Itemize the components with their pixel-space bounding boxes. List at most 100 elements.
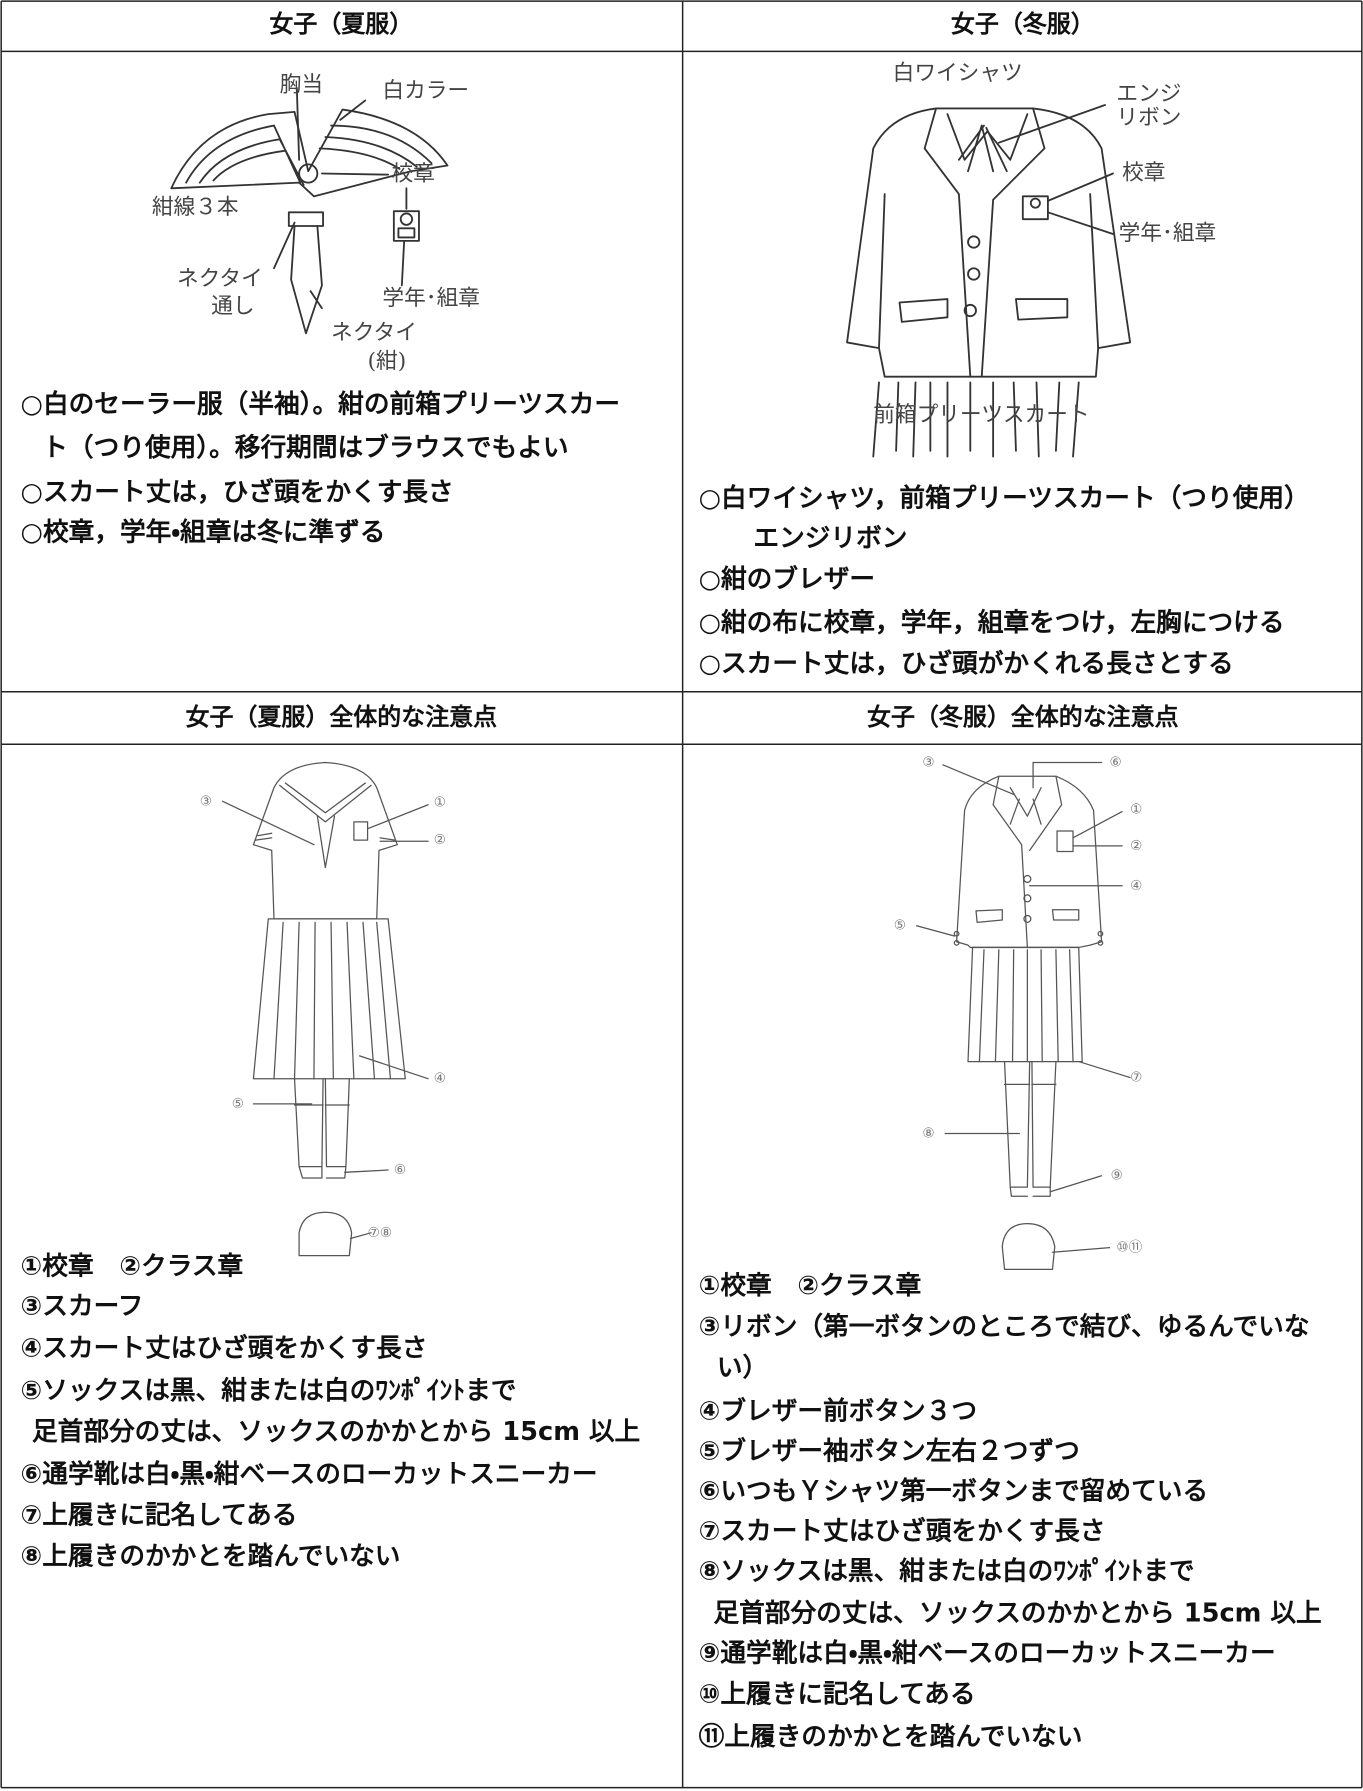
line-art bbox=[287, 211, 324, 227]
summer-figure-illustration bbox=[221, 761, 429, 1257]
line-art bbox=[298, 1165, 347, 1179]
line-art bbox=[978, 949, 1074, 1063]
line-art bbox=[1078, 1060, 1131, 1079]
line-art bbox=[290, 225, 323, 335]
note-line: ⑩上履きに記名してある bbox=[699, 1679, 976, 1710]
line-art bbox=[1009, 1186, 1051, 1197]
line-art bbox=[358, 1055, 429, 1080]
line-art bbox=[339, 99, 367, 121]
line-art bbox=[353, 821, 369, 841]
note-line: エンジリボン bbox=[753, 523, 907, 553]
line-art bbox=[1072, 810, 1123, 839]
line-art bbox=[1023, 894, 1032, 903]
line-art bbox=[967, 946, 1083, 1063]
line-art bbox=[953, 930, 960, 937]
line-art bbox=[221, 800, 315, 846]
line-art bbox=[898, 298, 1069, 323]
line-art bbox=[975, 909, 1080, 923]
diagram-label: ⑨ bbox=[1111, 1168, 1123, 1184]
note-line: い） bbox=[717, 1353, 768, 1383]
line-art bbox=[321, 172, 390, 176]
note-line: ⑤ブレザー袖ボタン左右２つずつ bbox=[699, 1435, 1080, 1466]
line-art bbox=[400, 241, 406, 287]
line-art bbox=[255, 832, 396, 841]
diagram-label: 前箱プリーツスカート bbox=[873, 403, 1089, 428]
line-art bbox=[1009, 787, 1042, 825]
line-art bbox=[397, 227, 416, 239]
note-line: ④スカート丈はひざ頭をかくす長さ bbox=[21, 1333, 428, 1364]
diagram-label: ② bbox=[434, 832, 446, 848]
winter-figure-illustration bbox=[916, 761, 1131, 1270]
diagram-label: 校章 bbox=[392, 162, 435, 187]
diagram-label: ⑤ bbox=[894, 918, 906, 934]
line-art bbox=[273, 221, 296, 270]
line-art bbox=[1021, 195, 1049, 221]
line-art bbox=[963, 303, 977, 318]
line-art bbox=[344, 1169, 389, 1173]
note-line: ○スカート丈は，ひざ頭をかくす長さ bbox=[21, 477, 454, 508]
winter-blazer-illustration bbox=[846, 104, 1132, 458]
diagram-label: (紺) bbox=[368, 349, 407, 374]
diagram-label: 紺線３本 bbox=[152, 195, 239, 220]
line-art bbox=[298, 1211, 353, 1257]
diagram-label: ⑦ bbox=[1130, 1070, 1142, 1086]
line-art bbox=[252, 761, 398, 920]
line-art bbox=[953, 939, 960, 946]
column-header: 女子（冬服）全体的な注意点 bbox=[867, 703, 1179, 731]
line-art bbox=[273, 921, 392, 1080]
diagram-label: 通し bbox=[211, 294, 254, 319]
column-header: 女子（夏服）全体的な注意点 bbox=[186, 703, 498, 731]
line-art bbox=[1023, 914, 1032, 923]
diagram-label: 学年･組章 bbox=[1119, 221, 1217, 246]
diagram-label: ③ bbox=[200, 793, 212, 809]
line-art bbox=[318, 124, 433, 170]
line-art bbox=[1097, 939, 1104, 946]
line-art bbox=[366, 804, 429, 830]
line-art bbox=[1056, 830, 1074, 853]
note-line: ト（つり使用）。移行期間はブラウスでもよい bbox=[42, 432, 568, 463]
note-line: ⑧ソックスは黒、紺または白のﾜﾝﾎﾟｲﾝﾄまで bbox=[699, 1555, 1195, 1586]
note-line: ③リボン（第一ボタンのところで結び、ゆるんでいな bbox=[699, 1311, 1310, 1342]
line-art bbox=[399, 212, 414, 226]
diagram-label: ⑩⑪ bbox=[1116, 1240, 1142, 1256]
note-line: ⑥通学靴は白・黒・紺ベースのローカットスニーカー bbox=[21, 1458, 598, 1489]
note-line: ⑦上履きに記名してある bbox=[21, 1499, 298, 1530]
line-art bbox=[295, 86, 301, 161]
line-art bbox=[1003, 1060, 1057, 1188]
note-line: ⑧上履きのかかとを踏んでいない bbox=[21, 1541, 401, 1571]
diagram-label: 学年･組章 bbox=[382, 286, 480, 311]
note-line: ○スカート丈は，ひざ頭がかくれる長さとする bbox=[699, 648, 1234, 679]
diagram-label: 胸当 bbox=[280, 73, 323, 98]
line-art bbox=[872, 381, 1080, 458]
line-art bbox=[349, 1232, 372, 1240]
note-line: ④ブレザー前ボタン３つ bbox=[699, 1396, 977, 1427]
line-art bbox=[1001, 1223, 1056, 1270]
line-art bbox=[1023, 874, 1032, 884]
note-line: ①校章 ②クラス章 bbox=[699, 1270, 922, 1301]
note-line: ⑨通学靴は白・黒・紺ベースのローカットスニーカー bbox=[699, 1638, 1276, 1669]
diagram-label: ④ bbox=[1130, 878, 1142, 894]
diagram-label: ① bbox=[434, 794, 446, 810]
column-header: 女子（冬服） bbox=[951, 10, 1095, 38]
note-line: 足首部分の丈は、ソックスのかかとから 15cm 以上 bbox=[713, 1598, 1321, 1629]
line-art bbox=[293, 1078, 350, 1168]
note-line: ⑪上履きのかかとを踏んでいない bbox=[699, 1721, 1083, 1752]
note-line: ○白ワイシャツ，前箱プリーツスカート（つり使用） bbox=[699, 482, 1310, 513]
line-art bbox=[967, 235, 981, 249]
summer-collar-illustration bbox=[170, 86, 449, 335]
line-art bbox=[967, 267, 981, 281]
line-art bbox=[997, 104, 1106, 144]
diagram-label: ⑥ bbox=[394, 1162, 406, 1178]
diagram-label: ⑤ bbox=[232, 1096, 244, 1112]
line-art bbox=[316, 815, 336, 869]
diagram-label: ⑥ bbox=[1110, 755, 1122, 771]
note-line: ○白のセーラー服（半袖）。紺の前箱プリーツスカー bbox=[21, 389, 621, 420]
note-line: ○紺のブレザー bbox=[699, 563, 875, 594]
diagram-label: エンジ bbox=[1116, 82, 1181, 107]
diagram-label: リボン bbox=[1116, 106, 1181, 131]
line-art bbox=[309, 290, 323, 310]
